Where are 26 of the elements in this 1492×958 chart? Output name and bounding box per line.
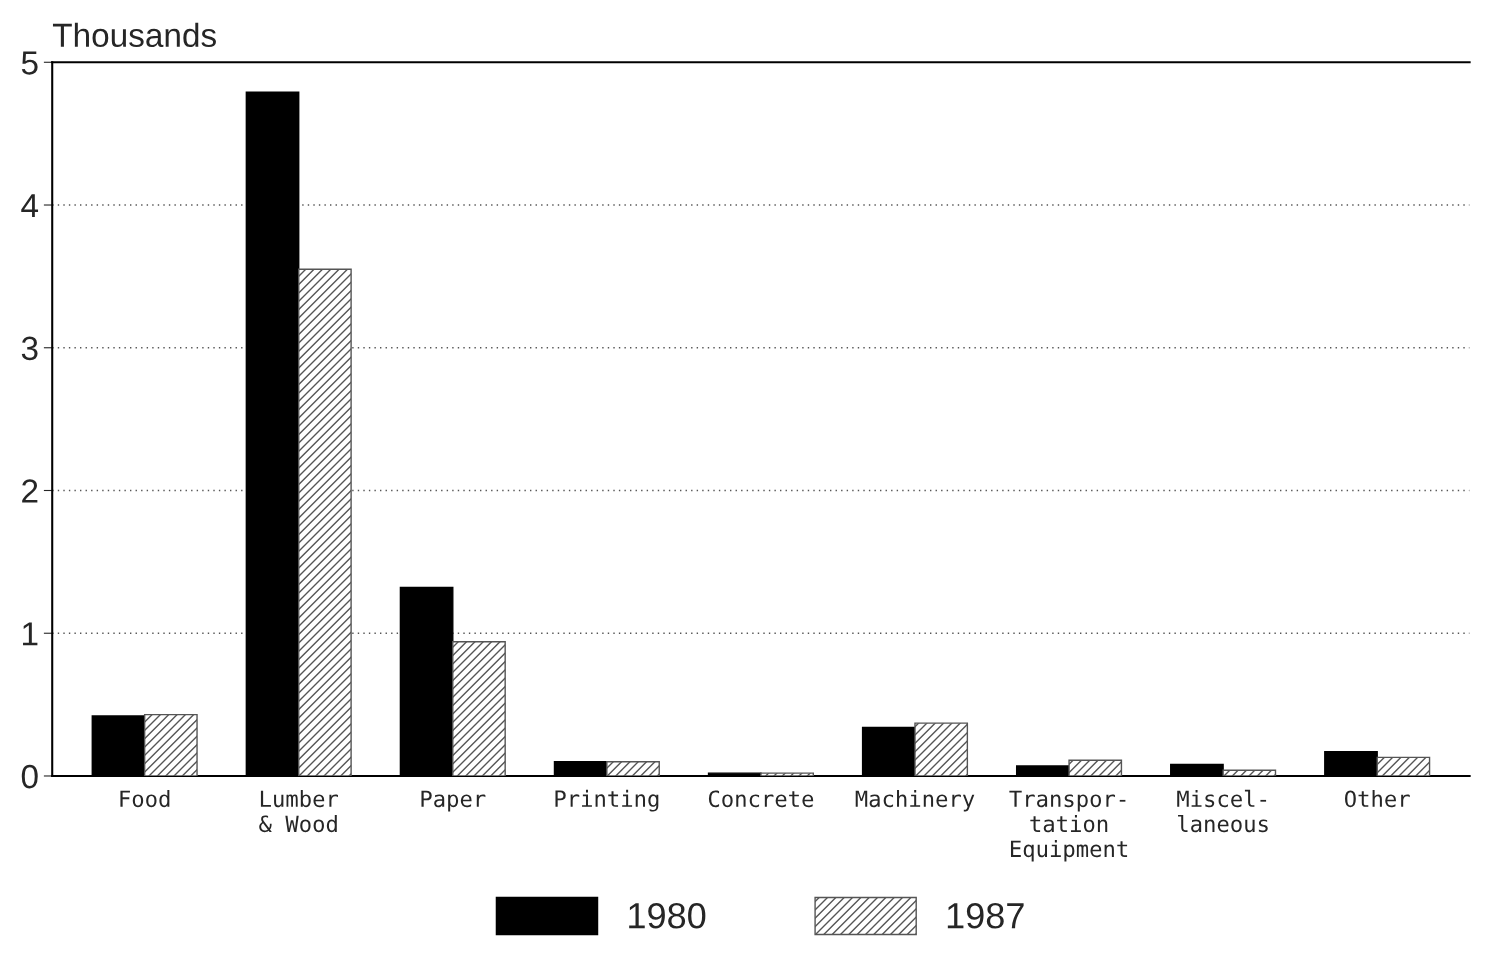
bar [452, 641, 506, 776]
y-tick-label: 5 [21, 51, 38, 75]
y-tick-label: 1 [23, 622, 38, 646]
x-tick-label: Paper [421, 790, 486, 812]
x-tick-label: Concrete [708, 790, 814, 808]
x-tick-label: Lumber & Wood [259, 789, 339, 833]
x-tick-label: Miscel- laneous [1177, 789, 1268, 833]
x-tick-label: Printing [555, 789, 659, 812]
x-tick-label: Food [120, 789, 170, 808]
x-tick-label: Other [1345, 789, 1410, 808]
bar [1222, 769, 1277, 776]
bar [606, 761, 660, 776]
y-tick-label: 0 [21, 764, 38, 789]
bar [1068, 759, 1123, 776]
y-tick-label: 3 [21, 336, 38, 361]
legend-label: 1987 [947, 902, 1024, 929]
bar [1376, 756, 1431, 776]
x-tick-label: Transpor- tation Equipment [1009, 790, 1128, 862]
bar [143, 713, 198, 776]
bar [760, 772, 814, 776]
y-axis-title: Thousands [52, 22, 216, 48]
legend-label: 1980 [629, 902, 706, 929]
bar [914, 722, 969, 776]
y-tick-label: 2 [22, 479, 38, 503]
x-tick-label: Machinery [855, 789, 975, 812]
y-tick-label: 4 [21, 194, 39, 218]
